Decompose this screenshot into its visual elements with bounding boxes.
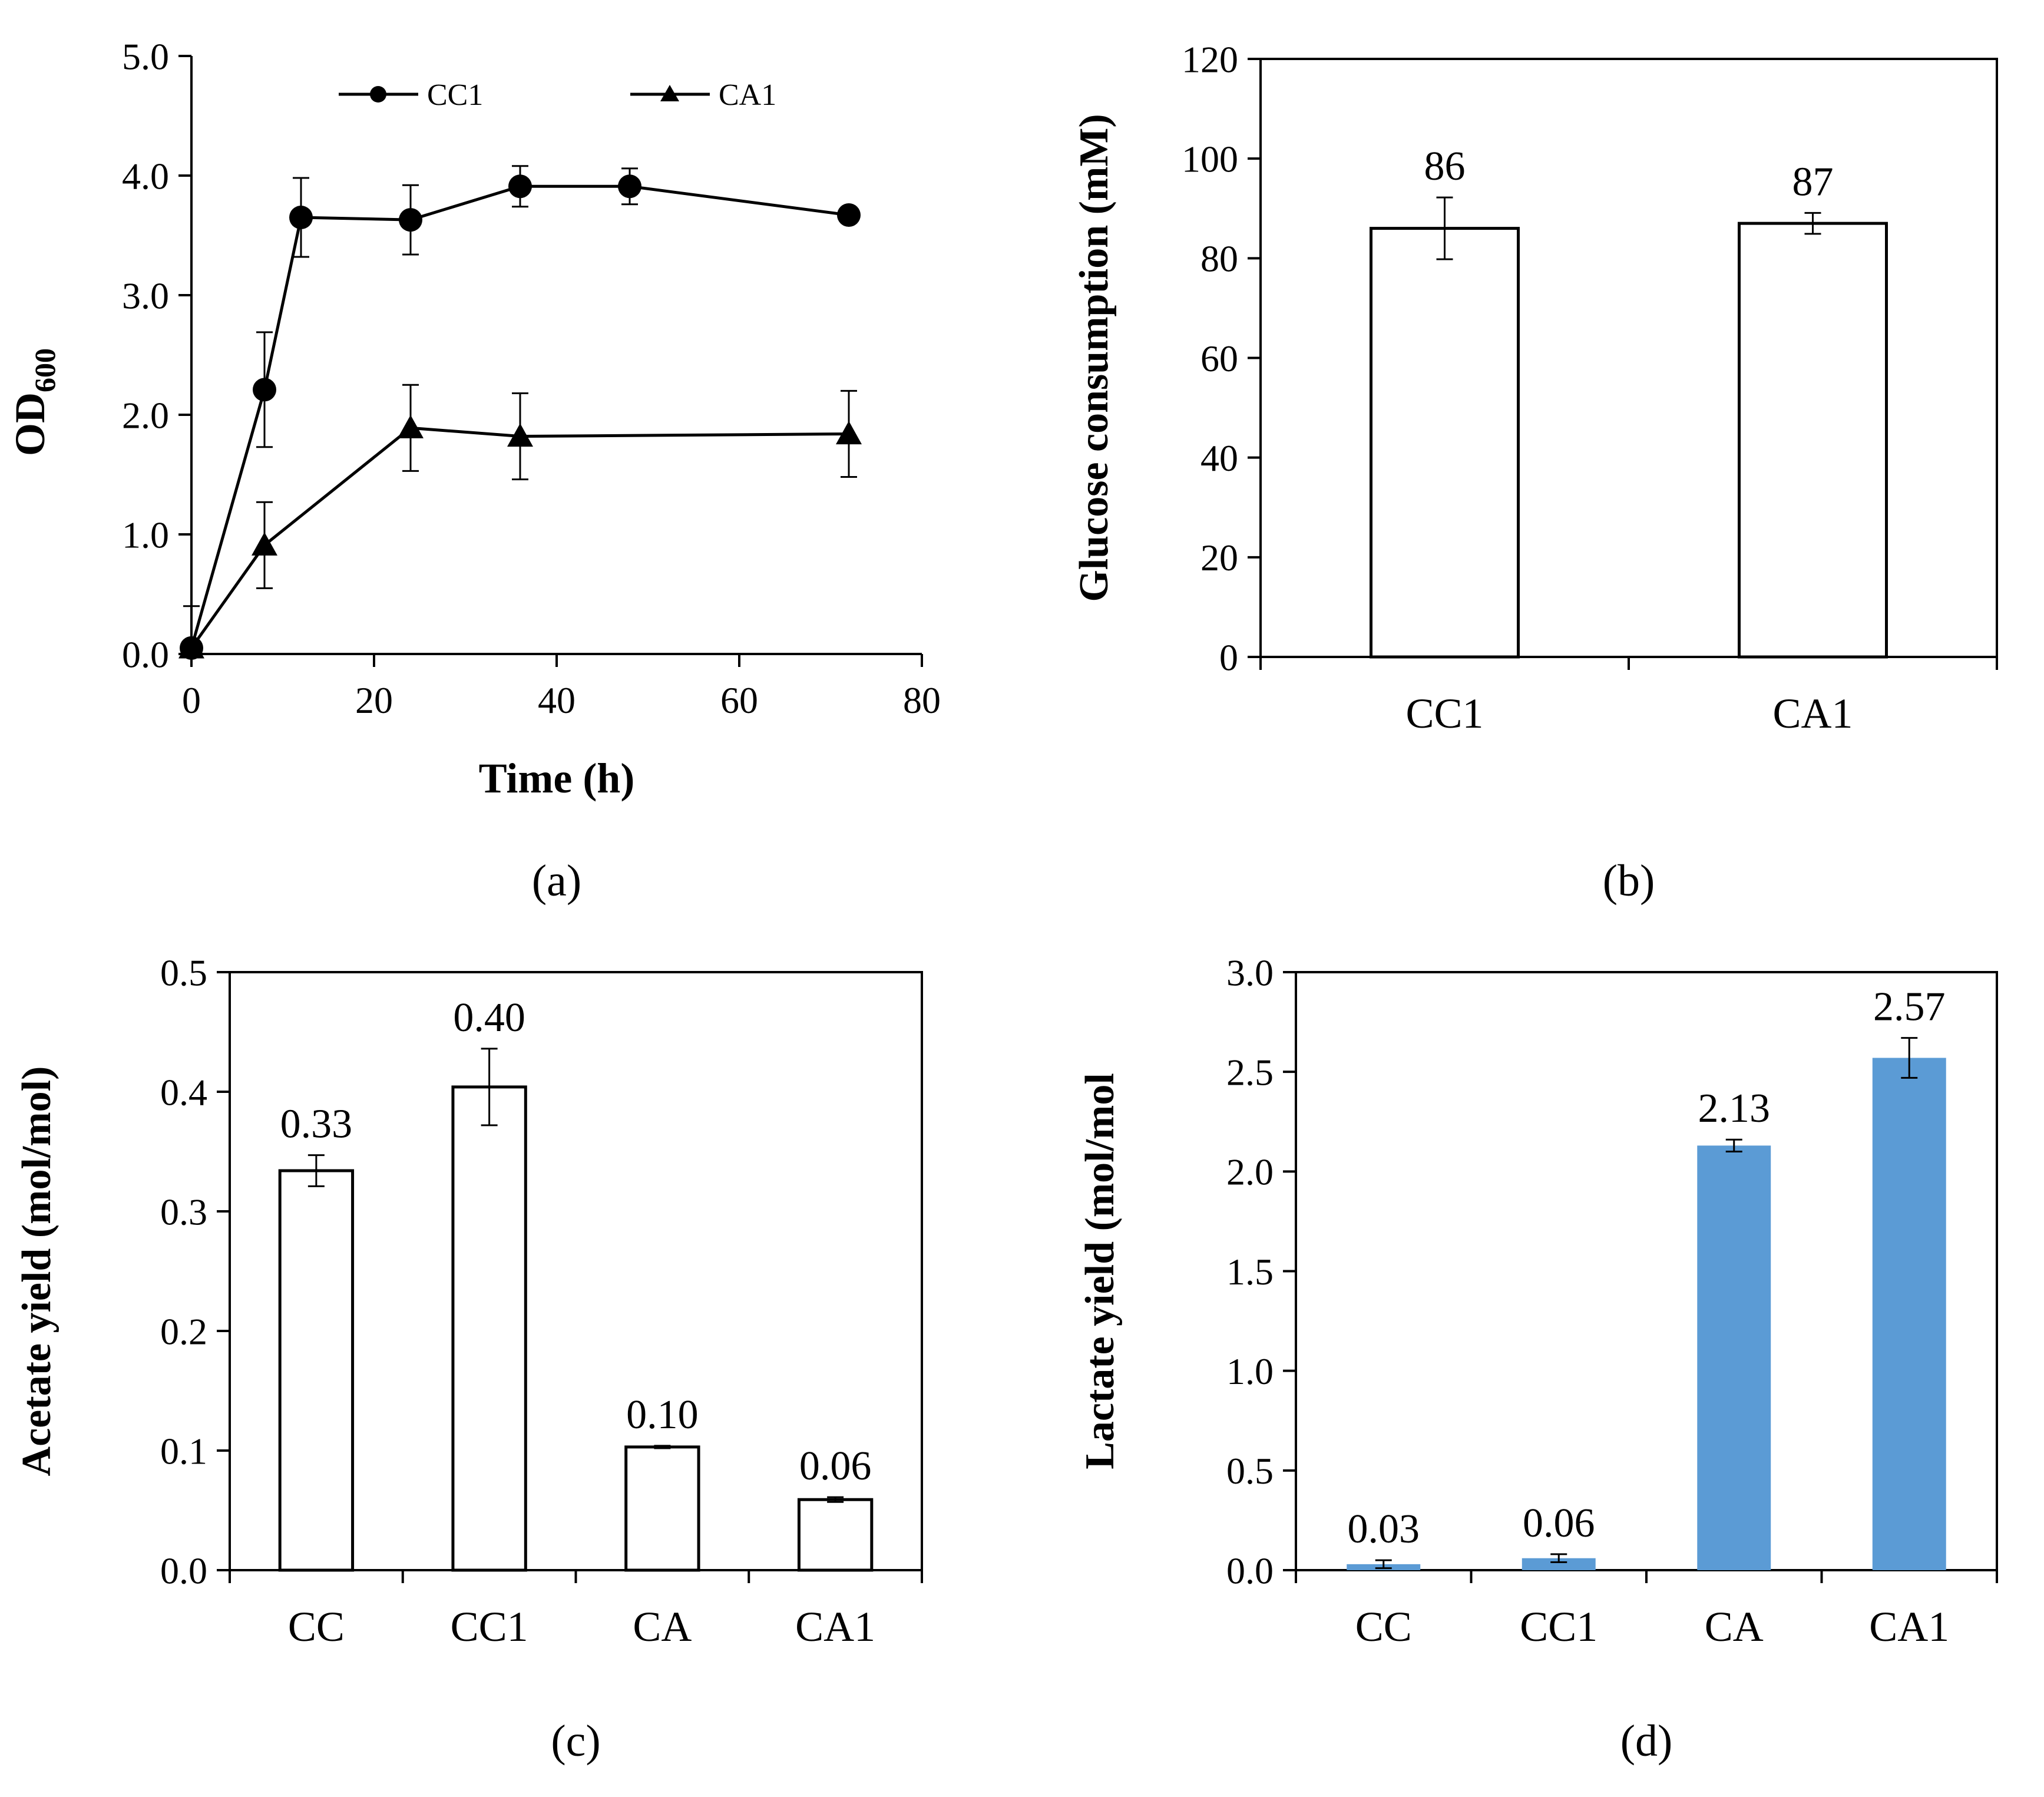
y-tick-label: 2.0	[1226, 1151, 1274, 1193]
panel-b-bar-chart: 0 20 40 60 80 100 120 86 CC1 87 CA1 Glucose consump…	[1071, 38, 1998, 906]
data-label: 2.57	[1873, 985, 1946, 1030]
x-tick-label: 40	[538, 679, 576, 721]
y-tick-label: 0.5	[1226, 1450, 1274, 1492]
data-label: 87	[1792, 159, 1834, 204]
y-tick-label: 0.5	[160, 952, 207, 993]
y-axis-title-main: OD	[6, 392, 54, 456]
y-axis-title: Acetate yield (mol/mol)	[14, 1066, 59, 1476]
x-category-label: CA	[633, 1603, 692, 1650]
data-point-cc1	[837, 203, 861, 227]
y-tick-label: 0	[1219, 636, 1238, 678]
legend-label: CA1	[719, 78, 776, 112]
y-axis-title-subscript: 600	[28, 348, 61, 392]
x-category-label: CA1	[795, 1603, 875, 1650]
data-point-ca1	[252, 532, 277, 556]
y-tick-label: 100	[1182, 138, 1238, 180]
x-category-label: CA	[1705, 1603, 1764, 1650]
data-label: 0.33	[280, 1102, 353, 1147]
data-point-cc1	[618, 174, 641, 199]
y-tick-label: 60	[1200, 338, 1238, 379]
x-category-label: CC1	[451, 1603, 528, 1650]
y-tick-label: 1.0	[1226, 1350, 1274, 1392]
y-tick-label: 1.0	[122, 514, 169, 556]
x-tick-label: 80	[903, 679, 941, 721]
data-point-ca1	[507, 423, 533, 447]
data-point-cc1	[253, 378, 276, 402]
y-tick-label: 4.0	[122, 155, 169, 197]
data-label: 2.13	[1698, 1086, 1771, 1131]
bar-ca	[1697, 1145, 1771, 1570]
y-tick-label: 0.0	[122, 633, 169, 675]
panel-a-line-chart: 0.0 1.0 2.0 3.0 4.0 5.0 0 20 40 60 80 Time (h) OD600…	[6, 35, 941, 906]
y-tick-label: 5.0	[122, 35, 169, 77]
panel-c-bar-chart: 0.0 0.1 0.2 0.3 0.4 0.5 0.33 CC 0.40 CC1 0.10 CA 0.0…	[14, 952, 923, 1766]
y-tick-label: 2.5	[1226, 1052, 1274, 1094]
bar-cc1	[451, 1085, 527, 1572]
y-tick-label: 0.0	[1226, 1550, 1274, 1591]
x-category-label: CA1	[1772, 690, 1853, 737]
data-point-cc1	[508, 174, 532, 199]
y-axis-title: Lactate yield (mol/mol	[1077, 1073, 1123, 1469]
legend-marker-circle	[370, 86, 386, 103]
data-point-ca1	[836, 421, 862, 445]
data-label: 0.06	[1523, 1501, 1595, 1546]
data-label: 0.06	[799, 1443, 872, 1489]
panel-label: (c)	[551, 1716, 600, 1766]
x-axis-title: Time (h)	[479, 755, 635, 802]
y-tick-label: 1.5	[1226, 1251, 1274, 1293]
y-tick-label: 120	[1182, 38, 1238, 80]
bar-cc	[278, 1169, 355, 1572]
panel-label: (a)	[532, 856, 581, 906]
y-tick-label: 0.1	[160, 1430, 207, 1472]
bar-ca1	[1738, 222, 1888, 659]
data-point-ca1	[178, 635, 204, 659]
x-tick-label: 20	[355, 679, 393, 721]
data-point-cc1	[289, 206, 313, 230]
x-category-label: CC1	[1405, 690, 1483, 737]
x-category-label: CC	[1355, 1603, 1412, 1650]
data-label: 0.03	[1348, 1507, 1420, 1552]
y-tick-label: 3.0	[1226, 952, 1274, 993]
x-tick-label: 0	[182, 679, 201, 721]
x-tick-label: 60	[720, 679, 758, 721]
y-tick-label: 0.0	[160, 1550, 207, 1591]
y-tick-label: 80	[1200, 238, 1238, 280]
bar-cc1	[1370, 227, 1520, 659]
x-category-label: CA1	[1869, 1603, 1949, 1650]
panel-label: (b)	[1603, 856, 1655, 906]
y-axis-title: OD600	[6, 348, 61, 456]
x-category-label: CC	[288, 1603, 345, 1650]
y-tick-label: 3.0	[122, 275, 169, 316]
panel-label: (d)	[1620, 1716, 1673, 1766]
data-point-cc1	[399, 208, 422, 232]
y-tick-label: 0.4	[160, 1071, 207, 1113]
data-point-ca1	[398, 415, 424, 438]
y-tick-label: 20	[1200, 537, 1238, 579]
data-label: 0.10	[626, 1392, 699, 1438]
y-tick-label: 2.0	[122, 394, 169, 436]
y-tick-label: 0.2	[160, 1310, 207, 1352]
x-category-label: CC1	[1520, 1603, 1598, 1650]
bar-ca1	[797, 1498, 874, 1572]
y-tick-label: 0.3	[160, 1191, 207, 1233]
y-tick-label: 40	[1200, 437, 1238, 479]
y-axis-title: Glucose consumption (mM)	[1071, 114, 1117, 602]
legend-label: CC1	[427, 78, 483, 112]
panel-d-bar-chart: 0.0 0.5 1.0 1.5 2.0 2.5 3.0 0.03 CC 0.06 CC1 2.13 CA…	[1077, 952, 1998, 1766]
legend-marker-triangle	[660, 85, 679, 101]
data-label: 86	[1424, 144, 1466, 189]
bar-ca	[624, 1445, 700, 1572]
data-label: 0.40	[453, 995, 525, 1040]
bar-cc1	[1522, 1558, 1596, 1570]
bar-ca1	[1872, 1058, 1946, 1570]
